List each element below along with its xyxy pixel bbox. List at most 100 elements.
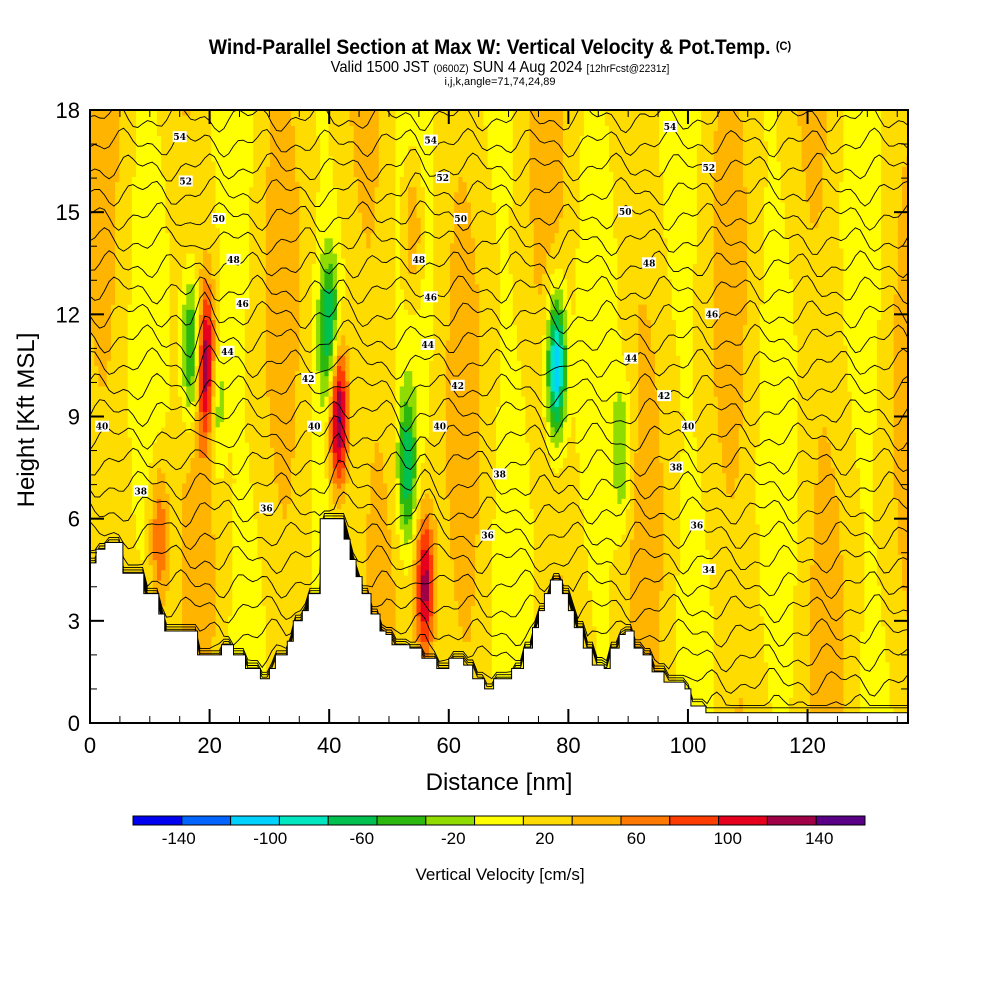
field-cell	[131, 110, 137, 178]
field-cell	[562, 421, 568, 458]
contour-label-box	[220, 345, 235, 357]
field-cell	[161, 110, 166, 178]
field-cell	[198, 314, 204, 346]
field-cell	[336, 462, 342, 479]
field-cell	[801, 110, 807, 172]
theta-contour-45	[90, 372, 908, 409]
field-cell	[663, 110, 669, 239]
field-cell	[353, 110, 359, 178]
field-cell	[412, 508, 418, 535]
theta-contour-32	[90, 530, 908, 706]
field-cell	[722, 110, 727, 474]
field-cell	[621, 110, 627, 356]
field-cell	[182, 385, 187, 423]
field-cell	[621, 401, 627, 499]
field-cell	[814, 482, 819, 723]
contour-label-text: 44	[221, 348, 234, 358]
field-cell	[508, 273, 514, 723]
contour-label-box	[453, 213, 468, 224]
contour-label: 46	[235, 298, 250, 310]
field-cell	[809, 110, 815, 223]
field-cell	[395, 477, 401, 535]
field-cell	[408, 431, 413, 494]
field-cell	[336, 365, 342, 382]
field-cell	[203, 247, 208, 280]
field-cell	[625, 508, 631, 723]
field-cell	[546, 319, 552, 351]
field-cell	[336, 329, 342, 346]
field-cell	[244, 442, 250, 723]
field-cell	[282, 518, 288, 723]
field-cell	[420, 462, 426, 499]
contour-label: 36	[480, 529, 495, 542]
field-cell	[609, 110, 614, 172]
field-cell	[341, 110, 346, 259]
field-cell	[550, 442, 556, 469]
field-cell	[521, 110, 526, 397]
field-cell	[424, 513, 430, 530]
field-cell	[655, 390, 660, 693]
field-cell	[332, 482, 338, 504]
field-cell	[203, 278, 208, 300]
field-cell	[336, 447, 342, 464]
field-cell	[454, 191, 459, 601]
contour-label-text: 46	[236, 300, 249, 310]
field-cell	[186, 283, 192, 310]
field-cell	[617, 503, 623, 545]
contour-label-box	[618, 206, 633, 218]
field-cell	[562, 309, 568, 346]
contour-label-text: 36	[260, 505, 273, 515]
contour-label-text: 52	[437, 174, 450, 184]
field-cell	[738, 697, 744, 723]
field-cell	[835, 110, 840, 499]
contour-label-text: 52	[703, 164, 716, 174]
field-cell	[416, 155, 422, 218]
y-axis-title: Height [Kft MSL]	[13, 333, 40, 508]
field-cell	[424, 528, 430, 550]
field-cell	[763, 186, 769, 663]
field-cell	[190, 421, 196, 458]
field-cell	[161, 508, 166, 571]
field-cell	[546, 385, 552, 423]
colorbar-tick-label: 100	[714, 829, 742, 848]
contour-label-box	[423, 291, 438, 303]
field-cell	[562, 390, 568, 423]
field-cell	[550, 110, 556, 244]
field-cell	[119, 110, 125, 632]
y-tick-label: 9	[68, 405, 80, 430]
field-cell	[215, 110, 221, 229]
field-cell	[190, 110, 196, 254]
field-cell	[445, 110, 451, 341]
field-cell	[177, 396, 183, 723]
field-cell	[274, 110, 279, 484]
field-cell	[203, 110, 208, 249]
field-cell	[307, 110, 313, 723]
field-cell	[429, 360, 434, 499]
field-cell	[211, 319, 217, 361]
contour-label: 40	[432, 420, 447, 433]
field-cell	[496, 406, 501, 723]
field-cell	[420, 620, 426, 642]
chart-title: Wind-Parallel Section at Max W: Vertical…	[40, 36, 960, 60]
field-cell	[558, 288, 564, 310]
field-cell	[876, 319, 882, 586]
colorbar-tick-label: 20	[535, 829, 554, 848]
field-cell	[546, 452, 552, 668]
contour-label-box	[689, 519, 704, 531]
colorbar-swatch	[815, 815, 866, 826]
x-tick-label: 120	[789, 733, 826, 758]
field-cell	[412, 110, 418, 147]
field-cell	[110, 110, 116, 305]
contour-label-text: 50	[212, 215, 225, 225]
field-cell	[207, 253, 212, 285]
field-cell	[408, 273, 413, 315]
contour-label: 42	[657, 390, 671, 402]
field-cell	[161, 426, 166, 474]
contour-label: 52	[178, 175, 193, 188]
contour-label-box	[492, 468, 507, 480]
field-cell	[588, 110, 593, 591]
field-cell	[106, 110, 112, 361]
vertical-velocity-field	[90, 110, 908, 723]
field-cell	[408, 186, 413, 275]
field-cell	[734, 477, 740, 709]
